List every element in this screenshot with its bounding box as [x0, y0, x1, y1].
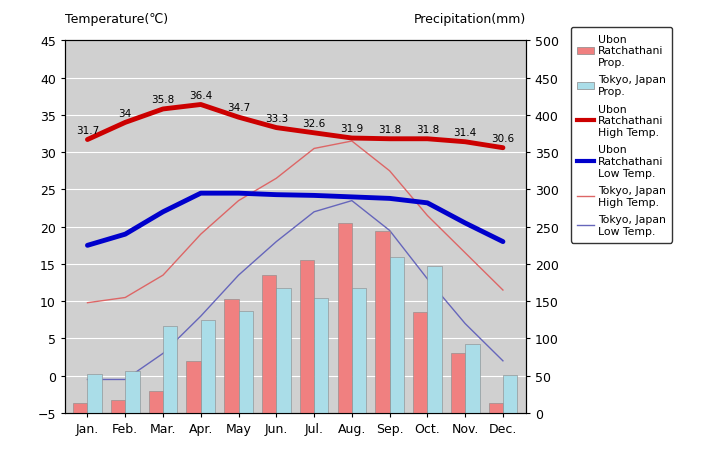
Bar	[125, 371, 140, 413]
Legend: Ubon
Ratchathani
Prop., Tokyo, Japan
Prop., Ubon
Ratchathani
High Temp., Ubon
Ra: Ubon Ratchathani Prop., Tokyo, Japan Pro…	[571, 28, 672, 243]
Bar	[262, 275, 276, 413]
Bar	[338, 224, 352, 413]
Text: 31.7: 31.7	[76, 125, 99, 135]
Bar	[489, 403, 503, 413]
Text: 32.6: 32.6	[302, 119, 325, 129]
Bar	[148, 391, 163, 413]
Text: 36.4: 36.4	[189, 90, 212, 101]
Bar	[375, 232, 390, 413]
Text: 35.8: 35.8	[151, 95, 175, 105]
Text: 31.8: 31.8	[378, 125, 401, 135]
Text: Precipitation(mm): Precipitation(mm)	[413, 13, 526, 27]
Bar	[300, 261, 314, 413]
Text: 33.3: 33.3	[265, 114, 288, 123]
Text: 34.7: 34.7	[227, 103, 250, 113]
Text: 34: 34	[119, 108, 132, 118]
Bar	[503, 375, 517, 413]
Bar	[224, 299, 238, 413]
Bar	[390, 257, 404, 413]
Bar	[465, 345, 480, 413]
Text: 31.9: 31.9	[341, 124, 364, 134]
Bar	[352, 288, 366, 413]
Bar	[186, 361, 201, 413]
Text: Temperature(℃): Temperature(℃)	[65, 13, 168, 27]
Bar	[87, 375, 102, 413]
Bar	[314, 299, 328, 413]
Bar	[428, 267, 442, 413]
Text: 31.4: 31.4	[454, 128, 477, 138]
Bar	[238, 311, 253, 413]
Bar	[413, 313, 428, 413]
Bar	[201, 320, 215, 413]
Bar	[73, 403, 87, 413]
Bar	[111, 400, 125, 413]
Text: 30.6: 30.6	[491, 134, 515, 144]
Bar	[276, 288, 291, 413]
Bar	[163, 326, 177, 413]
Bar	[451, 353, 465, 413]
Text: 31.8: 31.8	[415, 125, 439, 135]
